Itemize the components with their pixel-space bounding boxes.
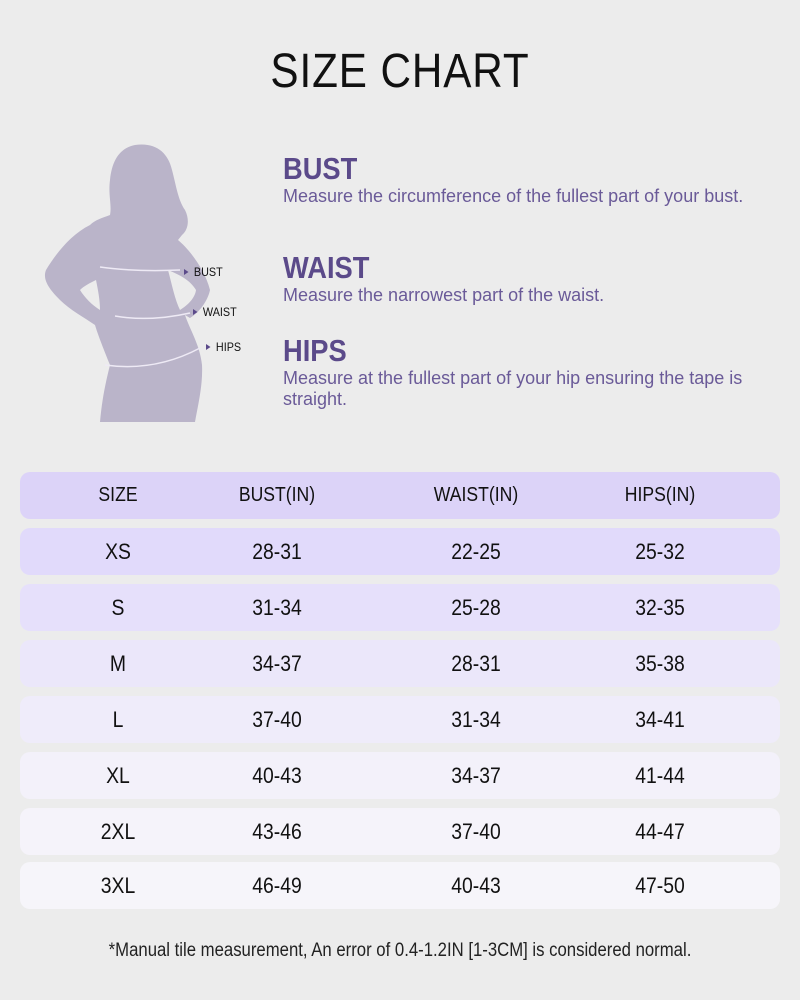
bust-description: BUST Measure the circumference of the fu… [283, 152, 763, 207]
header-cell: HIPS(IN) [624, 484, 696, 506]
body-silhouette [40, 140, 260, 425]
table-cell: 41-44 [635, 763, 685, 788]
table-cell: 34-37 [252, 651, 302, 676]
header-cell: WAIST(IN) [433, 484, 519, 506]
table-header: SIZE BUST(IN) WAIST(IN) HIPS(IN) [20, 472, 780, 519]
table-cell: 2XL [100, 819, 136, 844]
table-cell: 43-46 [252, 819, 302, 844]
hips-label: HIPS [206, 340, 241, 354]
triangle-icon [206, 344, 211, 350]
header-cell: BUST(IN) [238, 484, 316, 506]
footnote: *Manual tile measurement, An error of 0.… [108, 940, 692, 961]
table-cell: 25-32 [635, 539, 685, 564]
table-cell: 3XL [100, 873, 136, 898]
triangle-icon [184, 269, 189, 275]
table-row: 3XL 46-49 40-43 47-50 [20, 862, 780, 909]
page-title: SIZE CHART [270, 45, 530, 98]
table-cell: 28-31 [252, 539, 302, 564]
table-cell: 37-40 [451, 819, 501, 844]
table-cell: 31-34 [451, 707, 501, 732]
waist-description: WAIST Measure the narrowest part of the … [283, 251, 763, 306]
table-row: 2XL 43-46 37-40 44-47 [20, 808, 780, 855]
waist-label: WAIST [193, 305, 237, 319]
table-cell: 40-43 [252, 763, 302, 788]
table-cell: XL [106, 763, 130, 788]
table-row: M 34-37 28-31 35-38 [20, 640, 780, 687]
waist-text: Measure the narrowest part of the waist. [283, 285, 605, 305]
bust-heading: BUST [283, 151, 358, 186]
table-cell: M [109, 651, 127, 676]
header-cell: SIZE [98, 484, 138, 506]
bust-label: BUST [184, 265, 223, 279]
table-cell: 44-47 [635, 819, 685, 844]
table-row: L 37-40 31-34 34-41 [20, 696, 780, 743]
bust-text: Measure the circumference of the fullest… [283, 186, 744, 206]
table-row: S 31-34 25-28 32-35 [20, 584, 780, 631]
table-row: XS 28-31 22-25 25-32 [20, 528, 780, 575]
hips-text: Measure at the fullest part of your hip … [283, 368, 743, 409]
table-cell: 37-40 [252, 707, 302, 732]
hips-heading: HIPS [283, 333, 347, 368]
table-cell: 46-49 [252, 873, 302, 898]
table-row: XL 40-43 34-37 41-44 [20, 752, 780, 799]
waist-heading: WAIST [283, 250, 370, 285]
table-cell: 35-38 [635, 651, 685, 676]
table-cell: 28-31 [451, 651, 501, 676]
table-cell: 47-50 [635, 873, 685, 898]
triangle-icon [193, 309, 198, 315]
table-cell: 31-34 [252, 595, 302, 620]
table-cell: 25-28 [451, 595, 501, 620]
hips-description: HIPS Measure at the fullest part of your… [283, 334, 763, 410]
table-cell: 40-43 [451, 873, 501, 898]
table-cell: 34-37 [451, 763, 501, 788]
table-cell: S [111, 595, 125, 620]
table-cell: 32-35 [635, 595, 685, 620]
table-cell: XS [105, 539, 131, 564]
table-cell: L [112, 707, 124, 732]
table-cell: 34-41 [635, 707, 685, 732]
table-cell: 22-25 [451, 539, 501, 564]
